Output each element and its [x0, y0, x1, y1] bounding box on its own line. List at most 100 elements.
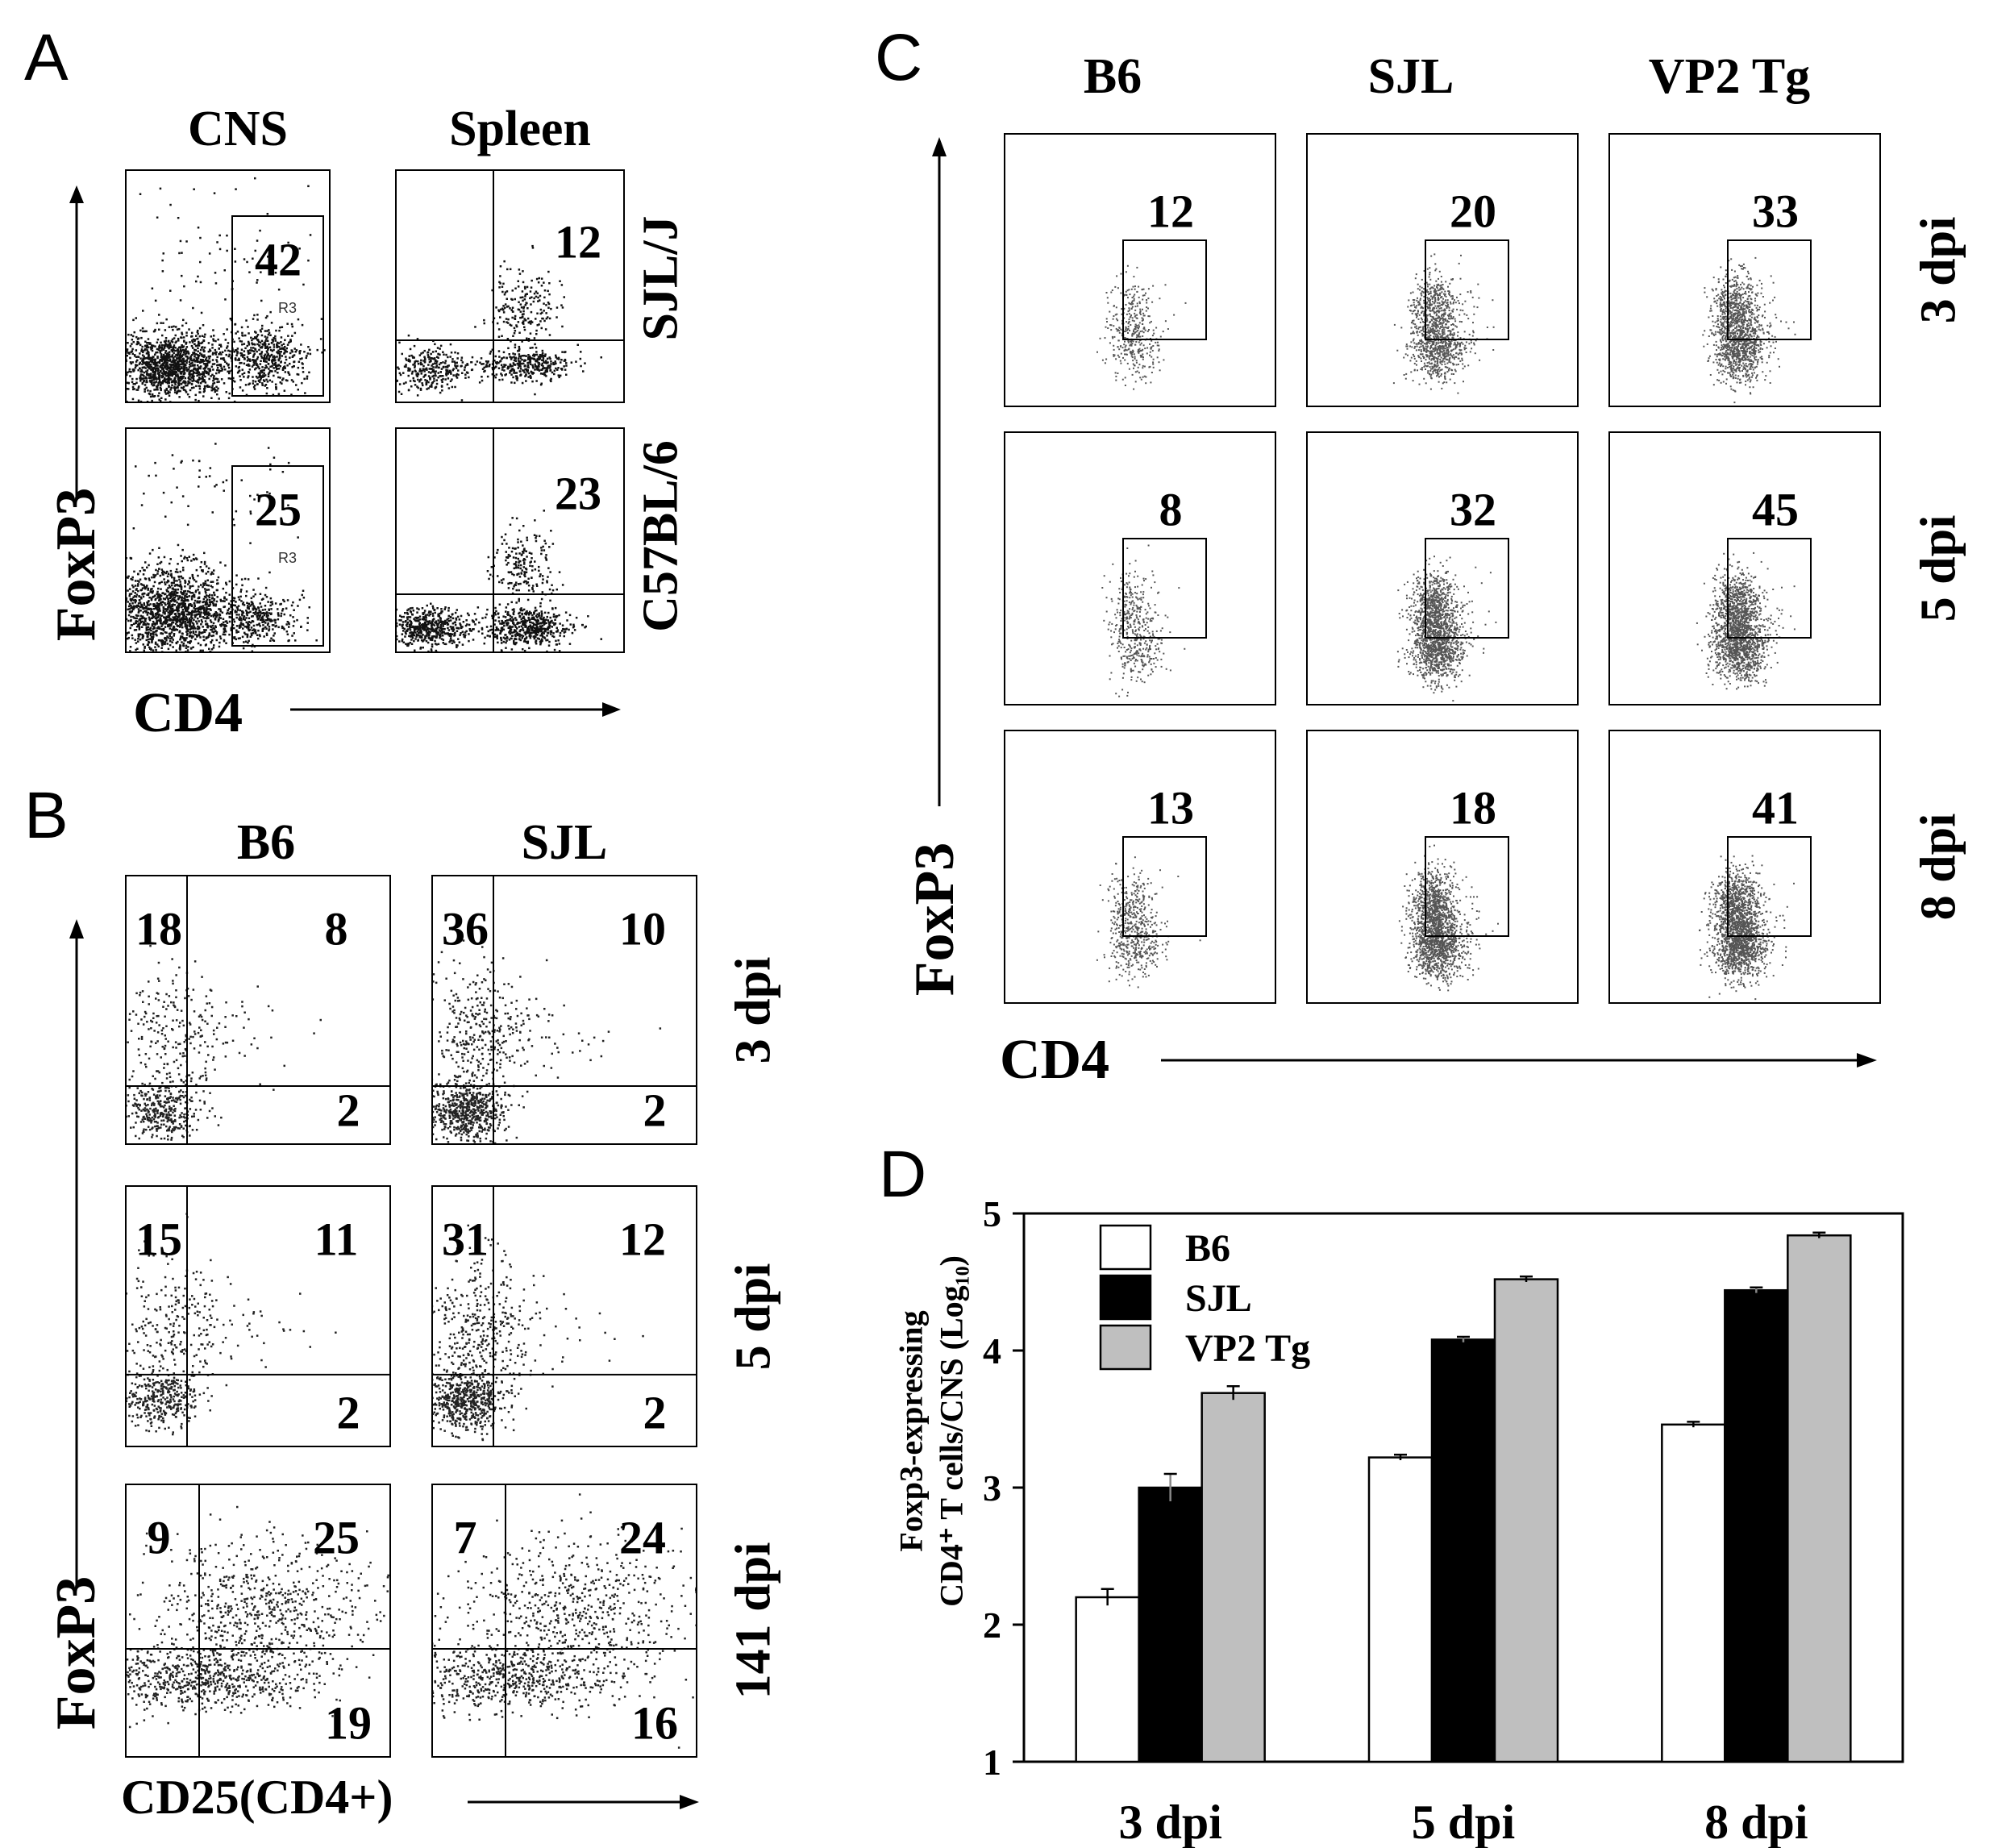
y-tick-label: 5: [983, 1193, 1001, 1234]
panel-c-plot: 45: [1608, 431, 1881, 705]
panel-a-xlabel: CD4: [133, 681, 243, 746]
panel-b-plot: 18 8 2: [125, 875, 391, 1145]
panel-a-spleen-b6: 23: [395, 427, 625, 653]
panel-a-dots-cns-sjl: [127, 177, 326, 402]
panel-c-gate: [1425, 538, 1509, 639]
panel-a-value: 12: [555, 215, 601, 269]
panel-b-dots: [127, 1485, 389, 1756]
panel-c-gate: [1122, 538, 1207, 639]
y-tick-label: 4: [983, 1330, 1001, 1371]
panel-c-dots: [1396, 556, 1497, 702]
legend-label: B6: [1185, 1227, 1230, 1270]
panel-c-plot: 33: [1608, 133, 1881, 407]
panel-a-col-cns: CNS: [145, 101, 331, 158]
legend-label: SJL: [1185, 1277, 1252, 1320]
panel-c-plot: 13: [1004, 730, 1276, 1004]
panel-b-quadrant-ur: 24: [619, 1511, 666, 1565]
bar-vp2-tg: [1493, 1278, 1559, 1763]
y-tick-label: 1: [983, 1742, 1001, 1783]
panel-b-dots: [127, 1187, 389, 1446]
bar-vp2-tg: [1200, 1392, 1266, 1763]
x-tick-label: 8 dpi: [1704, 1796, 1808, 1848]
panel-b-col-sjl: SJL: [484, 814, 645, 872]
panel-c-col-b6: B6: [1032, 48, 1193, 106]
panel-b-plot: 31 12 2: [431, 1185, 697, 1447]
gate-r3: [231, 465, 324, 647]
panel-c-plot: 12: [1004, 133, 1276, 407]
bar-sjl: [1724, 1288, 1789, 1763]
panel-c-xlabel: CD4: [1000, 1028, 1109, 1093]
gate-label: R3: [278, 300, 297, 317]
panel-b-plot: 15 11 2: [125, 1185, 391, 1447]
panel-b-xlabel: CD25(CD4+): [121, 1770, 393, 1825]
panel-c-value: 33: [1752, 185, 1799, 239]
panel-b-quadrant-ul: 7: [454, 1511, 477, 1565]
panel-a-value: 25: [255, 483, 302, 537]
panel-a-dots-spleen-b6: [397, 429, 623, 651]
panel-c-value: 13: [1147, 781, 1194, 835]
panel-c-col-vp2: VP2 Tg: [1600, 48, 1858, 106]
gate-r3: [231, 215, 324, 397]
bar-vp2-tg: [1787, 1234, 1852, 1763]
panel-a-value: 42: [255, 233, 302, 287]
panel-b-dots: [433, 1485, 696, 1756]
panel-a-letter: A: [24, 20, 69, 96]
panel-a-cns-sjl: 42 R3: [125, 169, 331, 403]
panel-b-plot: 36 10 2: [431, 875, 697, 1145]
panel-c-gate: [1122, 239, 1207, 340]
panel-a-dots-cns-b6: [127, 443, 318, 651]
legend-swatch: [1099, 1274, 1152, 1321]
panel-c-dots: [1398, 844, 1499, 992]
panel-b-quadrant-lr: 19: [325, 1696, 372, 1750]
gate-label: R3: [278, 550, 297, 567]
panel-b-letter: B: [24, 778, 69, 854]
panel-b-dots: [433, 1187, 696, 1446]
panel-b-quadrant-lr: 16: [631, 1696, 678, 1750]
panel-b-quadrant-ul: 9: [148, 1511, 171, 1565]
panel-a-xarrow: [290, 702, 621, 717]
panel-c-plot: 20: [1306, 133, 1579, 407]
panel-b-plot: 9 25 19: [125, 1484, 391, 1758]
panel-c-gate: [1727, 538, 1812, 639]
y-tick-label: 2: [983, 1605, 1001, 1646]
x-tick-label: 5 dpi: [1412, 1796, 1515, 1848]
panel-b-quadrant-lr: 2: [337, 1386, 360, 1440]
panel-c-gate: [1727, 836, 1812, 937]
legend-swatch: [1099, 1224, 1152, 1271]
panel-b-quadrant-ur: 11: [314, 1213, 359, 1267]
panel-b-plot: 7 24 16: [431, 1484, 697, 1758]
legend-label: VP2 Tg: [1185, 1327, 1310, 1370]
panel-b-dots: [127, 876, 389, 1143]
panel-c-dots: [1696, 551, 1796, 690]
x-tick-label: 3 dpi: [1118, 1796, 1221, 1848]
panel-a-dots-spleen-sjl: [397, 171, 623, 402]
bar-b6: [1075, 1596, 1140, 1763]
panel-c-value: 32: [1450, 483, 1496, 537]
panel-a-cns-b6: 25 R3: [125, 427, 331, 653]
panel-c-plot: 8: [1004, 431, 1276, 705]
bar-b6: [1367, 1456, 1433, 1763]
panel-b-xarrow: [468, 1795, 699, 1809]
bar-sjl: [1138, 1486, 1203, 1763]
panel-b-col-b6: B6: [185, 814, 347, 872]
panel-b-quadrant-ur: 8: [325, 902, 348, 956]
panel-b-quadrant-ul: 15: [135, 1213, 182, 1267]
panel-c-gate: [1727, 239, 1812, 340]
panel-a-col-spleen: Spleen: [419, 101, 621, 158]
panel-a-yarrow: [69, 185, 84, 496]
y-tick-label: 3: [983, 1467, 1001, 1509]
panel-d-letter: D: [879, 1137, 926, 1213]
panel-c-col-sjl: SJL: [1318, 48, 1504, 106]
panel-c-letter: C: [875, 20, 922, 96]
panel-c-value: 12: [1147, 185, 1194, 239]
panel-b-quadrant-lr: 2: [337, 1084, 360, 1138]
panel-c-plot: 18: [1306, 730, 1579, 1004]
panel-c-value: 18: [1450, 781, 1496, 835]
panel-b-quadrant-ul: 31: [442, 1213, 489, 1267]
bar-b6: [1661, 1423, 1726, 1763]
panel-c-value: 41: [1752, 781, 1799, 835]
panel-b-quadrant-ul: 36: [442, 902, 489, 956]
panel-b-quadrant-ur: 12: [619, 1213, 666, 1267]
panel-a-spleen-sjl: 12: [395, 169, 625, 403]
